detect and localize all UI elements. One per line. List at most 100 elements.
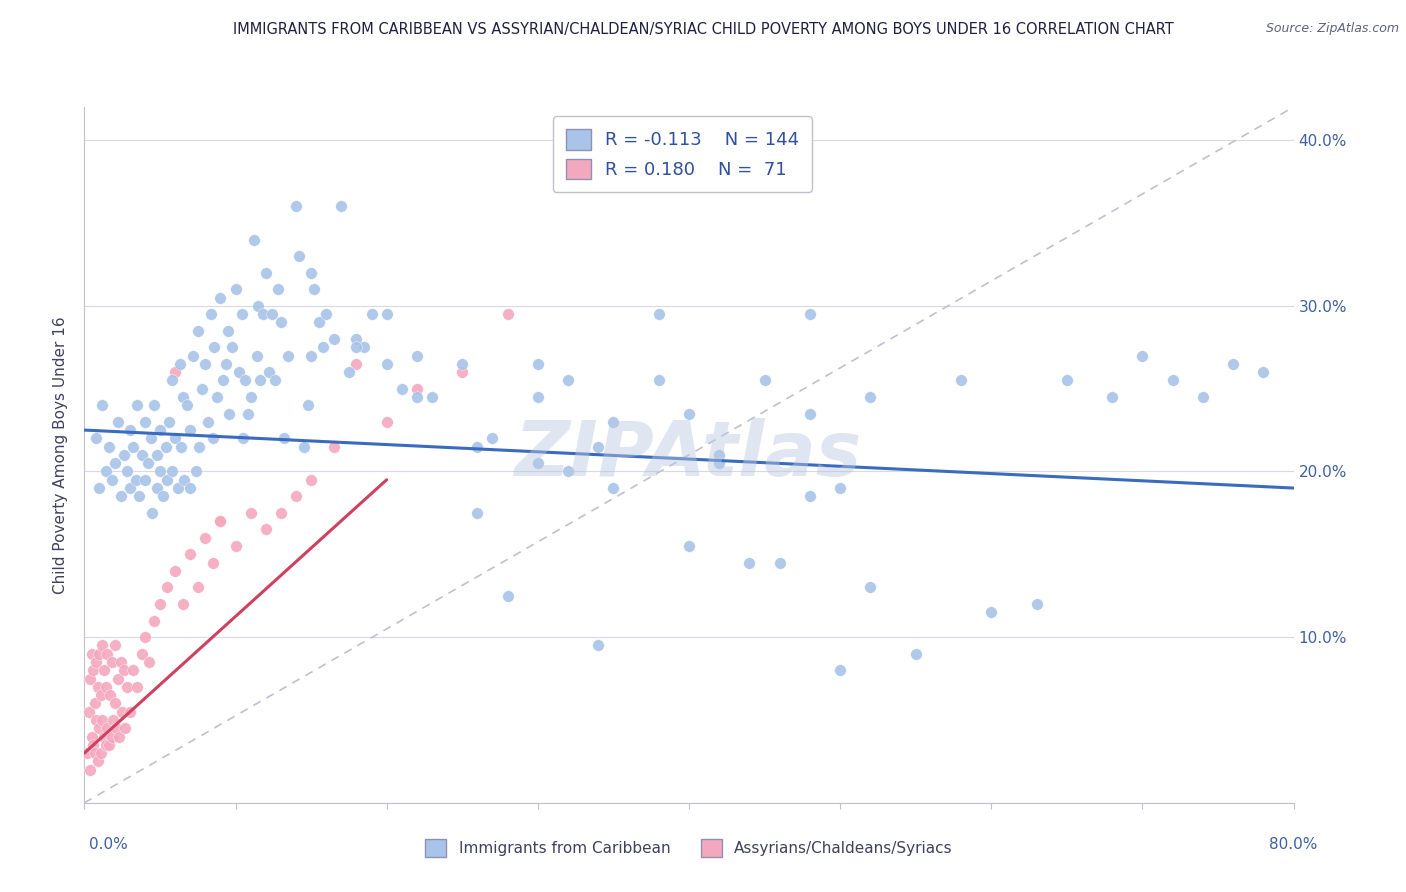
Point bbox=[232, 431, 254, 445]
Point bbox=[94, 680, 117, 694]
Point bbox=[209, 514, 232, 528]
Point bbox=[270, 315, 292, 329]
Point bbox=[188, 440, 211, 454]
Point bbox=[173, 473, 195, 487]
Point bbox=[322, 332, 344, 346]
Point bbox=[142, 614, 165, 628]
Point bbox=[297, 398, 319, 412]
Point bbox=[111, 705, 134, 719]
Point bbox=[308, 315, 330, 329]
Point bbox=[114, 721, 136, 735]
Point bbox=[152, 489, 174, 503]
Point bbox=[136, 456, 159, 470]
Point bbox=[93, 663, 115, 677]
Point bbox=[678, 539, 700, 553]
Point bbox=[1161, 373, 1184, 387]
Point bbox=[118, 423, 141, 437]
Point bbox=[201, 431, 224, 445]
Text: ZIPAtlas: ZIPAtlas bbox=[515, 418, 863, 491]
Point bbox=[254, 523, 277, 537]
Point bbox=[527, 390, 550, 404]
Point bbox=[84, 697, 107, 711]
Point bbox=[156, 581, 179, 595]
Point bbox=[94, 465, 117, 479]
Point bbox=[709, 448, 731, 462]
Point bbox=[76, 746, 98, 760]
Point bbox=[1025, 597, 1047, 611]
Point bbox=[678, 407, 700, 421]
Point bbox=[91, 398, 114, 412]
Point bbox=[1101, 390, 1123, 404]
Point bbox=[315, 307, 337, 321]
Point bbox=[527, 456, 550, 470]
Point bbox=[481, 431, 503, 445]
Point bbox=[406, 382, 429, 396]
Y-axis label: Child Poverty Among Boys Under 16: Child Poverty Among Boys Under 16 bbox=[53, 316, 69, 594]
Point bbox=[97, 440, 120, 454]
Point bbox=[187, 324, 209, 338]
Point bbox=[128, 489, 150, 503]
Point bbox=[181, 349, 204, 363]
Point bbox=[1222, 357, 1244, 371]
Point bbox=[89, 721, 111, 735]
Point bbox=[467, 440, 489, 454]
Point bbox=[859, 390, 882, 404]
Point bbox=[172, 597, 194, 611]
Point bbox=[299, 349, 322, 363]
Point bbox=[93, 730, 115, 744]
Point bbox=[121, 663, 143, 677]
Point bbox=[96, 721, 118, 735]
Point bbox=[360, 307, 382, 321]
Point bbox=[239, 506, 262, 520]
Point bbox=[302, 282, 325, 296]
Point bbox=[201, 556, 224, 570]
Point bbox=[79, 672, 101, 686]
Point bbox=[391, 382, 413, 396]
Point bbox=[346, 340, 368, 354]
Point bbox=[100, 473, 122, 487]
Point bbox=[288, 249, 311, 263]
Point bbox=[86, 655, 108, 669]
Point bbox=[134, 630, 156, 644]
Point bbox=[738, 556, 761, 570]
Point bbox=[108, 730, 131, 744]
Point bbox=[80, 730, 103, 744]
Point bbox=[527, 357, 550, 371]
Point bbox=[221, 340, 243, 354]
Point bbox=[406, 390, 429, 404]
Point bbox=[202, 340, 225, 354]
Point bbox=[830, 481, 852, 495]
Point bbox=[249, 373, 271, 387]
Point bbox=[191, 382, 214, 396]
Point bbox=[101, 713, 124, 727]
Point bbox=[97, 738, 120, 752]
Point bbox=[215, 357, 238, 371]
Point bbox=[588, 440, 610, 454]
Point bbox=[179, 547, 201, 561]
Point bbox=[165, 431, 187, 445]
Point bbox=[90, 746, 112, 760]
Point bbox=[118, 481, 141, 495]
Point bbox=[353, 340, 375, 354]
Point bbox=[496, 307, 519, 321]
Point bbox=[112, 663, 135, 677]
Point bbox=[131, 647, 153, 661]
Point bbox=[149, 465, 172, 479]
Point bbox=[231, 307, 253, 321]
Point bbox=[769, 556, 792, 570]
Point bbox=[110, 655, 132, 669]
Point bbox=[134, 473, 156, 487]
Point bbox=[299, 473, 322, 487]
Point bbox=[406, 349, 429, 363]
Point bbox=[160, 373, 183, 387]
Point bbox=[170, 440, 193, 454]
Point bbox=[270, 506, 292, 520]
Point bbox=[648, 373, 671, 387]
Point bbox=[125, 473, 148, 487]
Point bbox=[127, 680, 149, 694]
Point bbox=[799, 307, 821, 321]
Point bbox=[104, 639, 127, 653]
Point bbox=[263, 373, 285, 387]
Point bbox=[273, 431, 295, 445]
Point bbox=[104, 456, 127, 470]
